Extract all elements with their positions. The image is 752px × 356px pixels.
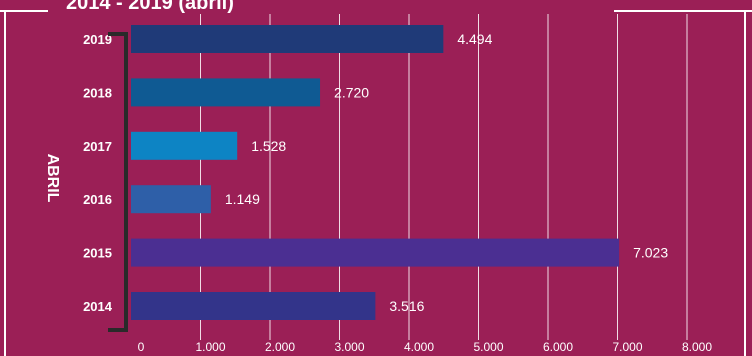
- value-label: 1.528: [251, 138, 286, 154]
- x-tick-label: 5.000: [473, 340, 503, 354]
- group-label: ABRIL: [44, 154, 61, 203]
- category-label: 2014: [83, 299, 113, 314]
- x-tick-label: 4.000: [404, 340, 434, 354]
- chart-title: 2014 - 2019 (abril): [66, 0, 234, 14]
- bar: [131, 292, 376, 320]
- x-tick-label: 1.000: [195, 340, 225, 354]
- category-label: 2015: [83, 246, 112, 261]
- value-label: 2.720: [334, 84, 369, 100]
- frame-line-top-right: [614, 10, 752, 12]
- frame-line-right: [744, 10, 746, 356]
- bar: [131, 78, 321, 107]
- category-label: 2019: [83, 32, 112, 47]
- x-tick-label: 3.000: [334, 340, 364, 354]
- x-tick-label: 0: [138, 340, 145, 354]
- bar: [131, 238, 620, 267]
- value-label: 1.149: [225, 191, 260, 207]
- value-label: 7.023: [633, 245, 668, 261]
- x-tick-label: 2.000: [265, 340, 295, 354]
- value-label: 4.494: [457, 31, 492, 47]
- value-label: 3.516: [389, 298, 424, 314]
- category-label: 2018: [83, 85, 112, 100]
- x-tick-label: 7.000: [612, 340, 642, 354]
- frame-line-top-left: [0, 10, 48, 12]
- x-tick-label: 6.000: [543, 340, 573, 354]
- x-tick-label: 8.000: [682, 340, 712, 354]
- frame-line-left: [4, 10, 6, 356]
- bar: [131, 25, 444, 53]
- bar: [131, 131, 238, 160]
- bar: [131, 185, 211, 214]
- category-label: 2017: [83, 139, 112, 154]
- category-label: 2016: [83, 192, 112, 207]
